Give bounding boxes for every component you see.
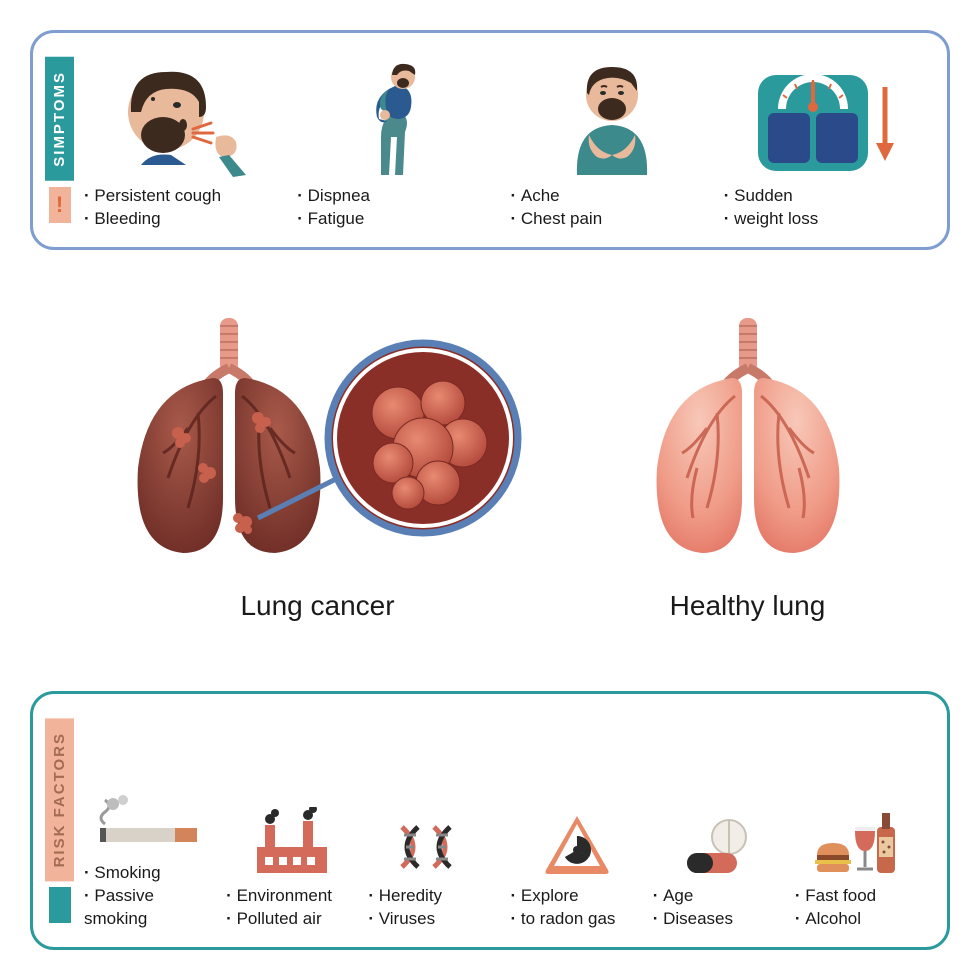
bullet: Fast food bbox=[795, 885, 876, 908]
risk-factors-label: RISK FACTORS bbox=[45, 718, 74, 881]
lungs-comparison: Lung cancer H bbox=[30, 270, 950, 671]
symptom-ache: Ache Chest pain bbox=[511, 57, 714, 231]
pills-icon bbox=[653, 807, 785, 877]
exclamation-icon: ! bbox=[49, 187, 71, 223]
risk-environment: Environment Polluted air bbox=[226, 807, 358, 931]
bullet: Diseases bbox=[653, 908, 733, 931]
fast-food-alcohol-icon bbox=[795, 807, 927, 877]
factory-icon bbox=[226, 807, 358, 877]
symptom-dispnea-bullets: Dispnea Fatigue bbox=[297, 185, 370, 231]
bullet: Smoking bbox=[84, 862, 216, 885]
lung-cancer-icon bbox=[108, 318, 528, 578]
risk-items: Smoking Passive smoking Envi bbox=[84, 710, 927, 931]
risk-factors-panel: RISK FACTORS Smoking Passive smoking bbox=[30, 691, 950, 950]
symptom-weight-loss: Sudden weight loss bbox=[724, 57, 927, 231]
symptom-cough-bullets: Persistent cough Bleeding bbox=[84, 185, 221, 231]
man-bent-icon bbox=[297, 57, 500, 177]
dna-icon bbox=[368, 807, 500, 877]
bullet: Ache bbox=[511, 185, 603, 208]
risk-age-bullets: Age Diseases bbox=[653, 885, 733, 931]
risk-food: Fast food Alcohol bbox=[795, 807, 927, 931]
bullet: Persistent cough bbox=[84, 185, 221, 208]
bullet: Passive smoking bbox=[84, 885, 216, 931]
risk-food-bullets: Fast food Alcohol bbox=[795, 885, 876, 931]
bullet: Explore bbox=[511, 885, 616, 908]
bullet: Alcohol bbox=[795, 908, 876, 931]
risk-heredity-bullets: Heredity Viruses bbox=[368, 885, 442, 931]
symptoms-items: Persistent cough Bleeding Dispnea Fatigu… bbox=[84, 49, 927, 231]
symptoms-panel: SIMPTOMS ! bbox=[30, 30, 950, 250]
radiation-icon bbox=[511, 807, 643, 877]
symptom-dispnea: Dispnea Fatigue bbox=[297, 57, 500, 231]
scale-icon bbox=[724, 57, 927, 177]
symptom-weight-bullets: Sudden weight loss bbox=[724, 185, 819, 231]
bullet: Chest pain bbox=[511, 208, 603, 231]
risk-radon-bullets: Explore to radon gas bbox=[511, 885, 616, 931]
healthy-lung-block: Healthy lung bbox=[623, 318, 873, 622]
bullet: Heredity bbox=[368, 885, 442, 908]
risk-heredity: Heredity Viruses bbox=[368, 807, 500, 931]
symptoms-label-column: SIMPTOMS ! bbox=[45, 49, 74, 231]
risk-radon: Explore to radon gas bbox=[511, 807, 643, 931]
healthy-lung-label: Healthy lung bbox=[670, 590, 826, 622]
bullet: weight loss bbox=[724, 208, 819, 231]
bullet: Environment bbox=[226, 885, 332, 908]
lung-cancer-label: Lung cancer bbox=[240, 590, 394, 622]
risk-smoking: Smoking Passive smoking bbox=[84, 784, 216, 931]
risk-environment-bullets: Environment Polluted air bbox=[226, 885, 332, 931]
healthy-lung-icon bbox=[623, 318, 873, 578]
man-chest-pain-icon bbox=[511, 57, 714, 177]
symptom-ache-bullets: Ache Chest pain bbox=[511, 185, 603, 231]
bullet: Polluted air bbox=[226, 908, 332, 931]
bullet: Dispnea bbox=[297, 185, 370, 208]
symptom-cough: Persistent cough Bleeding bbox=[84, 57, 287, 231]
symptoms-label: SIMPTOMS bbox=[45, 57, 74, 181]
cigarette-icon bbox=[84, 784, 216, 854]
bullet: Viruses bbox=[368, 908, 442, 931]
risk-smoking-bullets: Smoking Passive smoking bbox=[84, 862, 216, 931]
bullet: Age bbox=[653, 885, 733, 908]
bullet: to radon gas bbox=[511, 908, 616, 931]
lung-cancer-block: Lung cancer bbox=[108, 318, 528, 622]
bullet: Sudden bbox=[724, 185, 819, 208]
bullet: Bleeding bbox=[84, 208, 221, 231]
risk-accent-icon bbox=[49, 887, 71, 923]
man-coughing-icon bbox=[84, 57, 287, 177]
risk-age: Age Diseases bbox=[653, 807, 785, 931]
risk-label-column: RISK FACTORS bbox=[45, 710, 74, 931]
bullet: Fatigue bbox=[297, 208, 370, 231]
